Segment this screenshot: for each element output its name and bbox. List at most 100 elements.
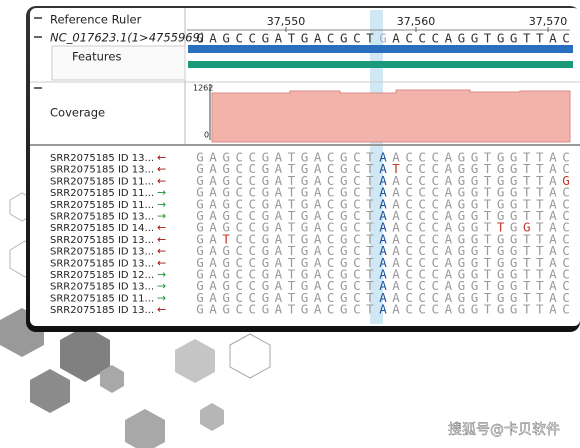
read-name: SRR2075185 ID 11... xyxy=(50,176,154,187)
read-base: G xyxy=(510,220,518,235)
read-base: T xyxy=(366,173,374,188)
read-base: C xyxy=(431,208,439,223)
read-base: G xyxy=(471,278,479,293)
read-base: C xyxy=(249,302,257,317)
read-base: T xyxy=(288,302,296,317)
read-base: G xyxy=(497,208,505,223)
read-base: A xyxy=(314,185,322,200)
read-strand: → xyxy=(157,186,166,199)
read-base: A xyxy=(379,255,387,270)
ruler-tick-label: 37,560 xyxy=(397,15,436,28)
read-base: G xyxy=(471,161,479,176)
read-base: G xyxy=(222,150,230,165)
read-base: C xyxy=(405,150,413,165)
read-base: A xyxy=(379,302,387,317)
read-base: A xyxy=(445,196,453,211)
reference-base: G xyxy=(301,31,309,46)
read-base: C xyxy=(235,302,243,317)
features-box xyxy=(51,45,186,81)
read-base: C xyxy=(562,243,570,258)
read-base: T xyxy=(366,150,374,165)
read-base: C xyxy=(431,220,439,235)
read-base: G xyxy=(196,208,204,223)
read-strand: → xyxy=(157,210,166,223)
read-base: G xyxy=(262,220,270,235)
read-base: A xyxy=(445,220,453,235)
read-base: A xyxy=(275,173,283,188)
read-base: G xyxy=(222,255,230,270)
read-base: A xyxy=(549,255,557,270)
read-base: G xyxy=(471,255,479,270)
read-base: T xyxy=(523,161,531,176)
read-base: T xyxy=(366,161,374,176)
read-base: T xyxy=(536,278,544,293)
read-base: T xyxy=(484,231,492,246)
read-base: A xyxy=(549,208,557,223)
read-base: G xyxy=(510,278,518,293)
read-base: A xyxy=(392,267,400,282)
read-base: G xyxy=(497,161,505,176)
read-base: T xyxy=(366,208,374,223)
read-base: T xyxy=(536,255,544,270)
read-base: C xyxy=(327,278,335,293)
read-base: T xyxy=(484,185,492,200)
coverage-min: 0 xyxy=(204,131,209,140)
read-base: G xyxy=(222,196,230,211)
read-base: A xyxy=(379,196,387,211)
read-base: T xyxy=(523,255,531,270)
read-base: A xyxy=(445,185,453,200)
read-base: A xyxy=(314,278,322,293)
read-base: C xyxy=(405,231,413,246)
read-base: T xyxy=(523,290,531,305)
read-base: C xyxy=(418,255,426,270)
read-base: A xyxy=(445,267,453,282)
reference-base: T xyxy=(366,31,374,46)
read-base: T xyxy=(366,267,374,282)
read-base: G xyxy=(222,290,230,305)
read-base: C xyxy=(327,302,335,317)
read-base: C xyxy=(235,220,243,235)
reference-base: T xyxy=(536,31,544,46)
reference-base: G xyxy=(222,31,230,46)
read-base: T xyxy=(484,243,492,258)
read-base: C xyxy=(562,196,570,211)
read-base: C xyxy=(405,267,413,282)
read-base: G xyxy=(471,208,479,223)
read-base: C xyxy=(235,231,243,246)
feature-bar[interactable] xyxy=(188,61,573,68)
feature-bar[interactable] xyxy=(188,45,573,53)
ruler-tick-label: 37,550 xyxy=(267,15,306,28)
read-base: C xyxy=(249,290,257,305)
read-base: G xyxy=(222,243,230,258)
read-base: T xyxy=(366,290,374,305)
read-base: T xyxy=(523,278,531,293)
read-base: T xyxy=(288,150,296,165)
read-base: A xyxy=(445,290,453,305)
read-name: SRR2075185 ID 11... xyxy=(50,188,154,199)
read-base: A xyxy=(314,161,322,176)
read-base: G xyxy=(340,255,348,270)
read-base: T xyxy=(523,150,531,165)
read-base: G xyxy=(510,150,518,165)
ruler-tick-label: 37,570 xyxy=(529,15,568,28)
read-base: A xyxy=(209,196,217,211)
read-base: T xyxy=(288,208,296,223)
read-base: G xyxy=(301,173,309,188)
read-base: T xyxy=(536,173,544,188)
read-base: C xyxy=(418,302,426,317)
read-base: T xyxy=(536,231,544,246)
read-base: G xyxy=(471,185,479,200)
reference-base: G xyxy=(196,31,204,46)
read-base: G xyxy=(262,231,270,246)
read-base: T xyxy=(536,302,544,317)
read-base: A xyxy=(209,173,217,188)
read-base: G xyxy=(196,290,204,305)
read-base: C xyxy=(431,231,439,246)
read-base: T xyxy=(366,278,374,293)
reference-base: C xyxy=(235,31,243,46)
read-base: G xyxy=(222,161,230,176)
reference-base: G xyxy=(262,31,270,46)
read-base: C xyxy=(353,185,361,200)
reference-base: C xyxy=(405,31,413,46)
read-base: G xyxy=(510,267,518,282)
